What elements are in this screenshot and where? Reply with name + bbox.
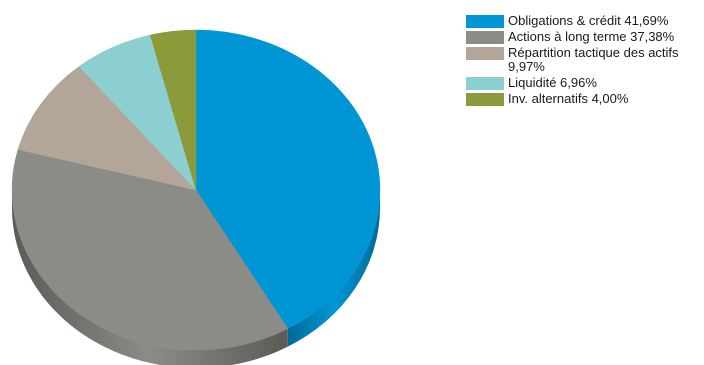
pie-slice-side bbox=[12, 190, 288, 365]
legend-swatch bbox=[466, 93, 504, 106]
pie-slice-side bbox=[287, 190, 381, 347]
legend-item-liquidite: Liquidité 6,96% bbox=[466, 76, 702, 90]
pie-slice bbox=[195, 29, 381, 330]
legend-swatch bbox=[466, 31, 504, 44]
legend-swatch bbox=[466, 15, 504, 28]
pie-slice bbox=[149, 29, 197, 191]
legend-item-actions: Actions à long terme 37,38% bbox=[466, 30, 702, 44]
legend-label: Obligations & crédit 41,69% bbox=[508, 13, 669, 28]
legend-item-repartition: Répartition tactique des actifs 9,97% bbox=[466, 46, 702, 74]
legend-swatch bbox=[466, 47, 504, 60]
legend-item-alternatifs: Inv. alternatifs 4,00% bbox=[466, 92, 702, 106]
legend-item-obligations: Obligations & crédit 41,69% bbox=[466, 14, 702, 28]
pie-slices bbox=[11, 29, 381, 351]
pie-side-walls bbox=[12, 190, 381, 365]
legend-label: Actions à long terme 37,38% bbox=[508, 29, 675, 44]
pie-chart bbox=[11, 29, 381, 365]
legend-label: Liquidité 6,96% bbox=[508, 75, 597, 90]
pie-slice bbox=[11, 149, 289, 351]
legend-label: Répartition tactique des actifs 9,97% bbox=[508, 45, 679, 74]
legend-label: Inv. alternatifs 4,00% bbox=[508, 91, 629, 106]
legend-swatch bbox=[466, 77, 504, 90]
chart-legend: Obligations & crédit 41,69% Actions à lo… bbox=[466, 14, 702, 108]
pie-slice bbox=[17, 66, 197, 191]
